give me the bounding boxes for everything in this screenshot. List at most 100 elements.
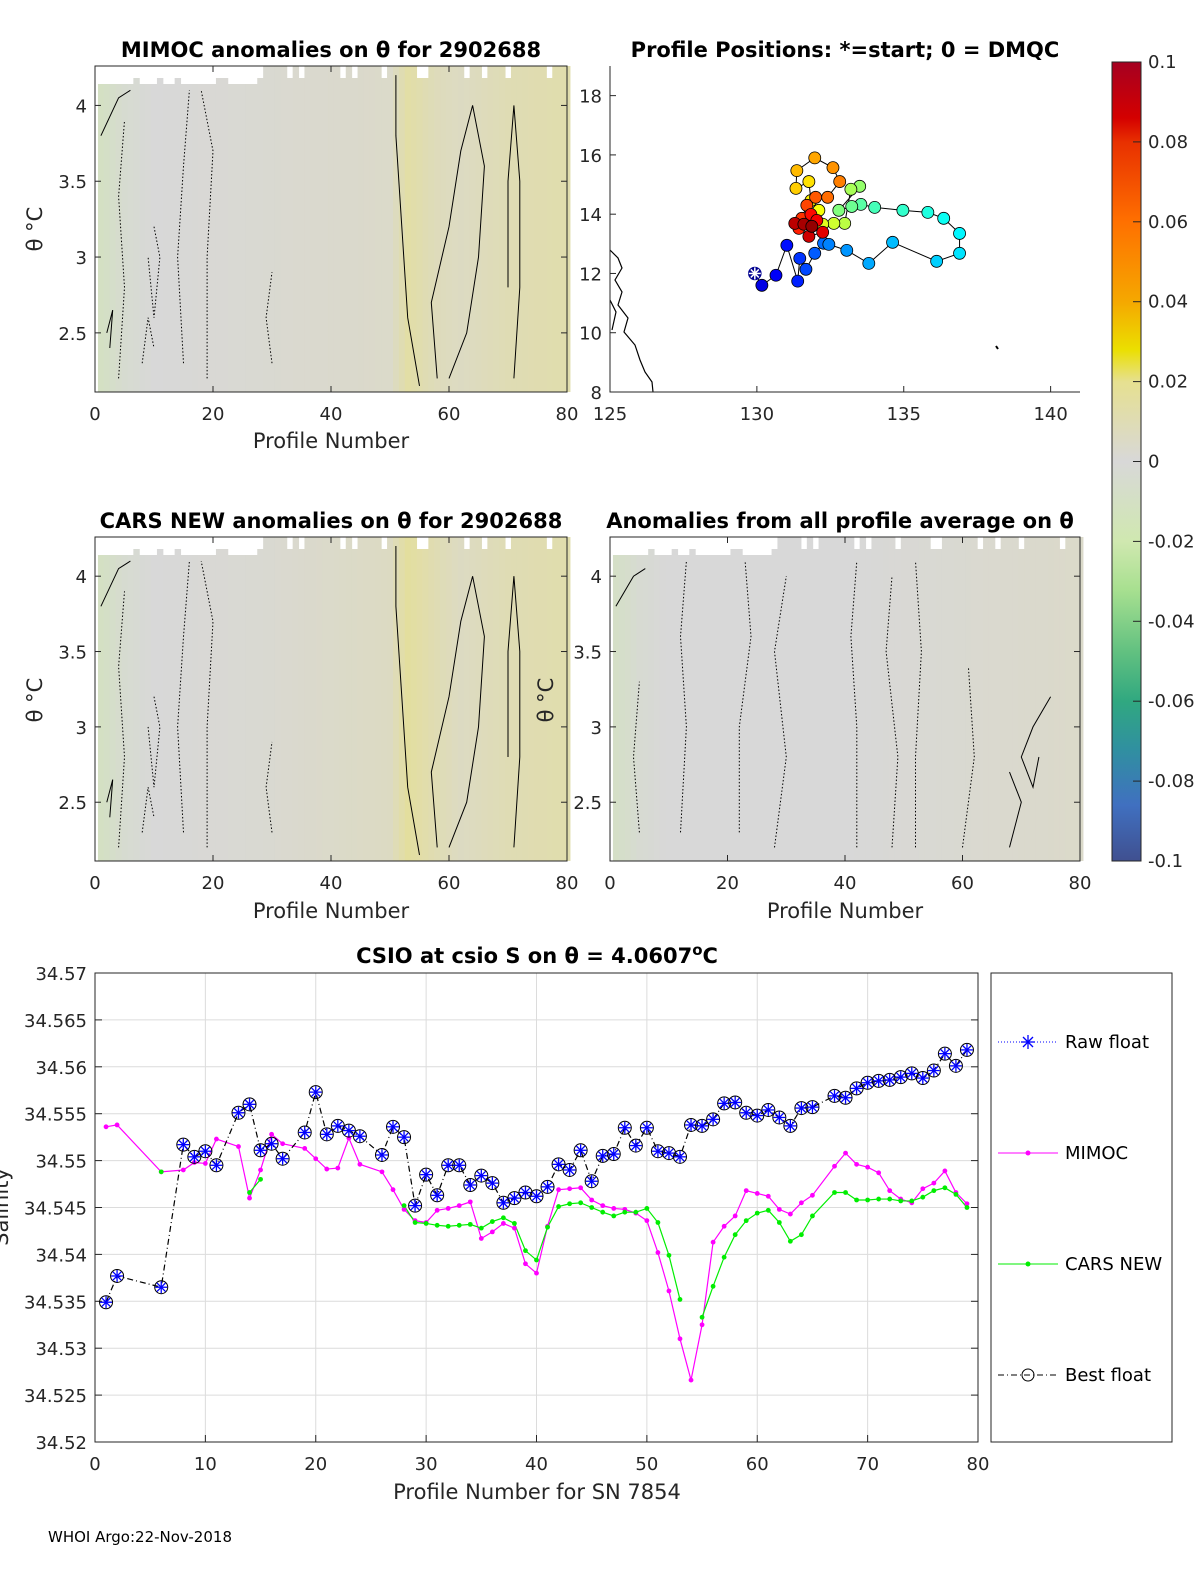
heatmap-column <box>328 66 335 392</box>
heatmap-column <box>162 555 170 861</box>
raw-float-point <box>707 1113 720 1126</box>
profile-position-marker <box>755 278 769 292</box>
heatmap-column <box>428 66 435 392</box>
heatmap-column <box>689 549 696 861</box>
best-float-point <box>706 1112 721 1127</box>
raw-float-asterisk-stroke <box>333 1121 343 1131</box>
legend: Raw float MIMOC CARS NEW Best float <box>990 972 1173 1443</box>
heatmap-column <box>493 537 500 861</box>
heatmap-column <box>145 84 152 392</box>
heatmap-column <box>280 537 288 861</box>
mimoc-point <box>931 1180 937 1186</box>
raw-float-point <box>828 1089 841 1102</box>
heatmap-column <box>534 66 541 392</box>
best-float-point <box>882 1072 897 1087</box>
x-tick-label: 60 <box>746 1454 769 1475</box>
heatmap-column <box>139 555 146 861</box>
heatmap-column <box>198 84 205 392</box>
mimoc-point <box>534 1270 539 1276</box>
contour-line <box>147 226 161 318</box>
raw-float-asterisk-stroke <box>178 1139 189 1150</box>
coastline <box>995 345 999 350</box>
heatmap-column <box>333 537 341 861</box>
raw-float-point <box>618 1121 631 1134</box>
raw-float-point <box>508 1192 521 1205</box>
best-float-point <box>408 1198 423 1213</box>
heatmap-column <box>481 78 488 392</box>
mimoc-xlabel: Profile Number <box>253 429 410 453</box>
heatmap-column <box>446 66 453 392</box>
mimoc-point <box>302 1146 308 1151</box>
heatmap-column <box>900 537 908 861</box>
raw-float-point <box>298 1126 311 1139</box>
cars-new-point <box>699 1314 705 1320</box>
best-float-point <box>319 1127 334 1142</box>
heatmap-column <box>1006 537 1013 861</box>
heatmap-column <box>528 537 536 861</box>
legend-mimoc-marker <box>1025 1150 1031 1156</box>
heatmap-column <box>824 537 831 861</box>
heatmap-column <box>983 537 990 861</box>
heatmap-column <box>410 66 418 392</box>
colorbar-tick-label: -0.02 <box>1148 531 1195 552</box>
best-float-point <box>507 1191 522 1206</box>
heatmap-column <box>168 84 176 392</box>
raw-float-point <box>243 1098 256 1111</box>
heatmap-column <box>257 549 264 861</box>
x-tick-label: 20 <box>202 404 225 425</box>
heatmap-column <box>103 84 111 392</box>
profile-position-marker <box>790 164 804 178</box>
axes-box <box>94 972 979 1443</box>
contour-line <box>885 576 899 848</box>
cars-new-point <box>489 1219 495 1224</box>
heatmap-column <box>540 66 547 392</box>
heatmap-column <box>546 549 553 861</box>
raw-float-asterisk-stroke <box>344 1125 354 1136</box>
mimoc-panel-title: MIMOC anomalies on θ for 2902688 <box>121 38 541 62</box>
heatmap-column <box>499 66 506 392</box>
heatmap-column <box>457 66 465 392</box>
mimoc-point <box>269 1131 274 1137</box>
raw-float-point <box>353 1130 366 1143</box>
mimoc-point <box>556 1187 561 1193</box>
raw-float-asterisk-stroke <box>840 1092 851 1103</box>
mimoc-point <box>854 1161 859 1167</box>
raw-float-point <box>596 1149 609 1162</box>
cars-new-point <box>633 1209 639 1215</box>
mimoc-point <box>202 1161 208 1166</box>
heatmap-column <box>695 555 702 861</box>
best-float-point <box>551 1157 566 1172</box>
cars-new-point <box>710 1283 716 1289</box>
y-tick-label: 2.5 <box>58 793 87 814</box>
raw-float-point <box>651 1145 664 1158</box>
contour-line <box>430 576 485 848</box>
heatmap-column <box>162 84 170 392</box>
mimoc-point <box>280 1141 286 1147</box>
heatmap-column <box>339 78 347 392</box>
cars-new-point <box>942 1185 948 1191</box>
heatmap-column <box>683 555 690 861</box>
heatmap-column <box>127 555 134 861</box>
cars-new-point <box>721 1254 727 1260</box>
heatmap-column <box>795 537 802 861</box>
profile-position-marker <box>805 219 819 233</box>
heatmap-column <box>487 66 494 392</box>
raw-float-asterisk-stroke <box>829 1091 840 1101</box>
y-tick-label: 10 <box>579 324 602 345</box>
csio-salinity-chart: CSIO at csio S on θ = 4.0607oC Profile N… <box>0 941 989 1504</box>
heatmap-column <box>847 537 855 861</box>
raw-float-point <box>420 1168 433 1181</box>
heatmap-column <box>392 66 400 392</box>
profile-position-marker <box>886 235 899 249</box>
cars-new-point <box>247 1190 252 1195</box>
profile-position-marker <box>808 246 822 260</box>
profile-position-marker <box>862 256 876 270</box>
best-float-point <box>639 1120 654 1135</box>
heatmap-column <box>369 537 376 861</box>
heatmap-column <box>818 537 825 861</box>
heatmap-column <box>257 78 264 392</box>
heatmap-column <box>936 549 943 861</box>
colorbar-tick-label: 0.08 <box>1148 132 1188 153</box>
x-tick-label: 0 <box>604 873 615 894</box>
raw-float-point <box>409 1199 422 1212</box>
